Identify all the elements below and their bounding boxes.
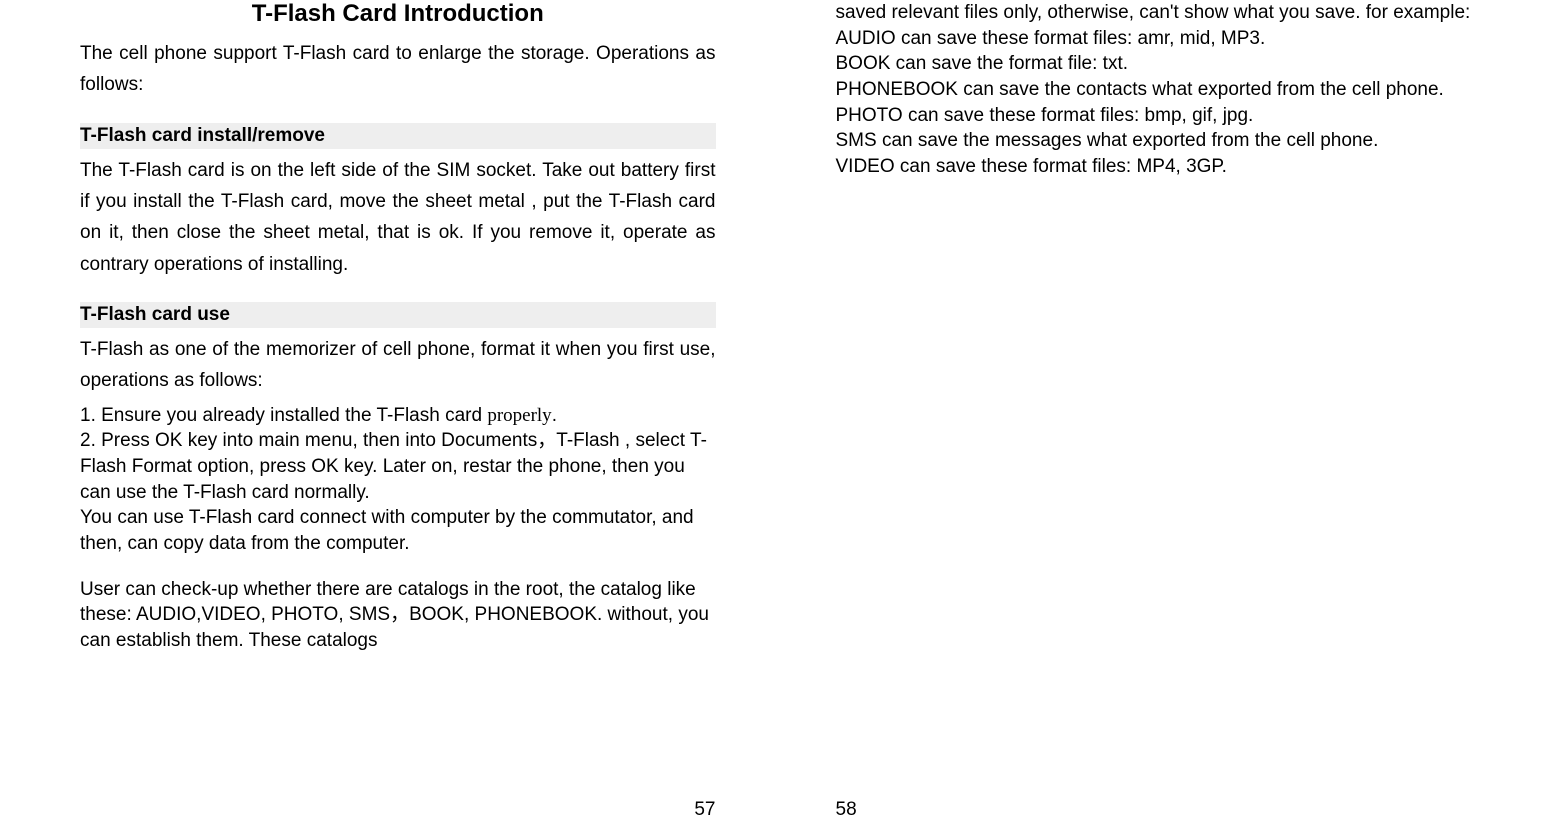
right-body: saved relevant files only, otherwise, ca… — [836, 0, 1482, 179]
step-1b: properly — [487, 405, 551, 426]
section-body-use-1: T-Flash as one of the memorizer of cell … — [80, 334, 716, 397]
para-4: User can check-up whether there are cata… — [80, 577, 716, 654]
right-line-1: saved relevant files only, otherwise, ca… — [836, 0, 1482, 26]
step-1: 1. Ensure you already installed the T-Fl… — [80, 403, 716, 429]
right-line-5: PHOTO can save these format files: bmp, … — [836, 103, 1482, 129]
page-number-right: 58 — [836, 799, 857, 821]
step-2: 2. Press OK key into main menu, then int… — [80, 428, 716, 505]
para-3: You can use T-Flash card connect with co… — [80, 505, 716, 556]
left-page: T-Flash Card Introduction The cell phone… — [0, 0, 776, 826]
right-line-2: AUDIO can save these format files: amr, … — [836, 26, 1482, 52]
right-line-3: BOOK can save the format file: txt. — [836, 51, 1482, 77]
section-header-install: T-Flash card install/remove — [80, 123, 716, 149]
page-title: T-Flash Card Introduction — [80, 0, 716, 28]
right-line-6: SMS can save the messages what exported … — [836, 128, 1482, 154]
step-1a: 1. Ensure you already installed the T-Fl… — [80, 405, 487, 426]
page-number-left: 57 — [694, 799, 715, 821]
right-line-7: VIDEO can save these format files: MP4, … — [836, 154, 1482, 180]
section-body-install: The T-Flash card is on the left side of … — [80, 155, 716, 280]
intro-text: The cell phone support T-Flash card to e… — [80, 38, 716, 101]
section-header-use: T-Flash card use — [80, 302, 716, 328]
right-page: saved relevant files only, otherwise, ca… — [776, 0, 1551, 826]
right-line-4: PHONEBOOK can save the contacts what exp… — [836, 77, 1482, 103]
step-1c: . — [552, 405, 557, 426]
